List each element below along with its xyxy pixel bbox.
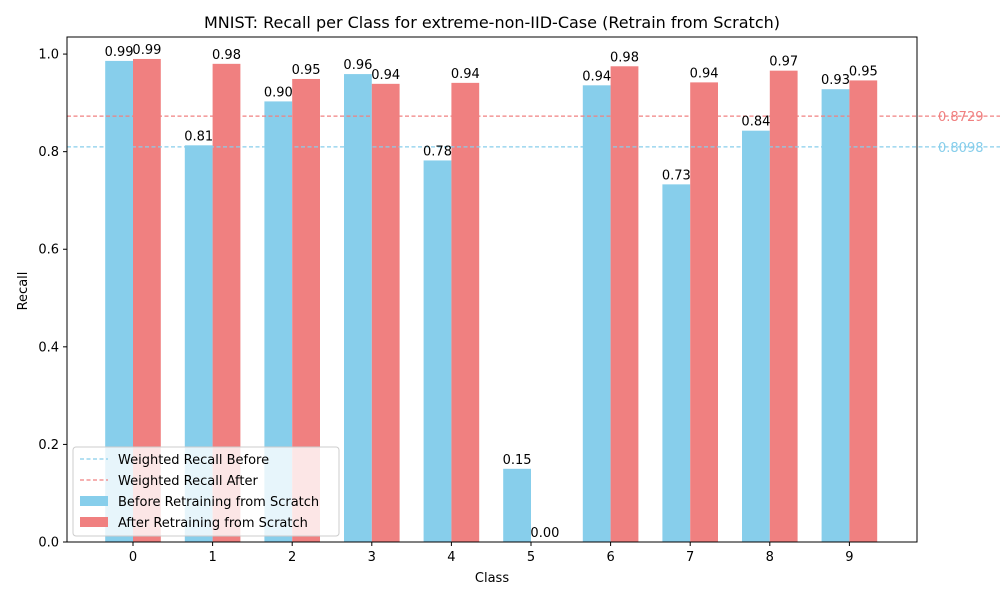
y-axis-label: Recall [16, 272, 31, 311]
reference-line-label-after: 0.8729 [938, 110, 984, 125]
legend-entry-after-retraining-label: After Retraining from Scratch [118, 516, 308, 531]
y-tick-label: 0.2 [38, 438, 59, 453]
x-tick-label: 0 [129, 550, 137, 565]
data-label-after-class-1: 0.98 [212, 48, 241, 63]
x-tick-label: 8 [766, 550, 774, 565]
axes-layer: 0.0 0.2 0.4 0.6 0.8 1.0 0 1 2 3 4 5 6 7 8 9 [38, 36, 918, 565]
x-tick-label: 7 [686, 550, 694, 565]
x-tick-label: 1 [208, 550, 216, 565]
x-tick-label: 9 [845, 550, 853, 565]
y-tick-label: 0.0 [38, 536, 59, 551]
legend-entry-before-retraining-swatch [80, 496, 108, 506]
bar-before-class-8 [742, 130, 770, 542]
legend-box [72, 446, 340, 537]
data-label-after-class-6: 0.98 [610, 50, 639, 65]
data-label-after-class-3: 0.94 [371, 68, 400, 83]
data-label-before-class-5: 0.15 [503, 453, 532, 468]
data-label-before-class-7: 0.73 [662, 168, 691, 183]
data-label-before-class-2: 0.90 [264, 85, 293, 100]
legend-entry-before-retraining-label: Before Retraining from Scratch [118, 495, 319, 510]
bar-after-class-8 [769, 70, 798, 543]
data-labels-layer: 0.99 0.81 0.90 0.96 0.78 0.15 0.94 0.73 0.84 0.93… [105, 43, 878, 541]
reference-line-label-before: 0.8098 [938, 141, 984, 156]
data-label-before-class-9: 0.93 [821, 73, 850, 88]
bar-before-class-7 [662, 184, 691, 542]
y-tick-label: 0.8 [38, 145, 59, 160]
x-tick-label: 3 [368, 550, 376, 565]
bar-after-class-7 [690, 82, 718, 543]
bar-before-class-5 [503, 468, 531, 542]
data-label-before-class-6: 0.94 [582, 69, 611, 84]
plot-frame [66, 36, 918, 543]
bar-after-class-3 [371, 83, 400, 542]
x-tick-label: 4 [447, 550, 455, 565]
x-axis-label: Class [475, 571, 509, 586]
data-label-after-class-0: 0.99 [132, 43, 161, 58]
data-label-before-class-4: 0.78 [423, 144, 452, 159]
y-tick-label: 0.6 [38, 243, 59, 258]
legend-entry-after-retraining-swatch [80, 517, 108, 527]
legend-entry-weighted-recall-before-label: Weighted Recall Before [118, 453, 269, 468]
bar-after-class-6 [610, 66, 639, 542]
y-tick-label: 1.0 [38, 48, 59, 63]
bar-before-class-4 [423, 160, 452, 542]
bar-before-class-9 [821, 89, 850, 542]
reference-lines-layer: 0.8098 0.8729 [67, 110, 1000, 156]
y-tick-label: 0.4 [38, 340, 59, 355]
data-label-after-class-9: 0.95 [849, 64, 878, 79]
bar-before-class-6 [582, 85, 611, 542]
data-label-before-class-8: 0.84 [741, 115, 770, 130]
data-label-after-class-4: 0.94 [451, 67, 480, 82]
data-label-before-class-0: 0.99 [105, 45, 134, 60]
data-label-after-class-8: 0.97 [769, 55, 798, 70]
bar-after-class-9 [849, 80, 878, 543]
data-label-after-class-7: 0.94 [690, 66, 719, 81]
data-label-before-class-1: 0.81 [184, 129, 213, 144]
legend: Weighted Recall Before Weighted Recall Af… [72, 446, 340, 537]
data-label-after-class-5: 0.00 [530, 526, 559, 541]
x-tick-label: 2 [288, 550, 296, 565]
bar-before-class-3 [344, 74, 372, 542]
legend-entry-weighted-recall-after-label: Weighted Recall After [118, 474, 258, 489]
bar-after-class-4 [451, 82, 480, 542]
x-tick-label: 6 [606, 550, 614, 565]
data-label-before-class-3: 0.96 [343, 58, 372, 73]
x-tick-label: 5 [527, 550, 535, 565]
chart-title: MNIST: Recall per Class for extreme-non-… [204, 13, 780, 32]
data-label-after-class-2: 0.95 [292, 63, 321, 78]
